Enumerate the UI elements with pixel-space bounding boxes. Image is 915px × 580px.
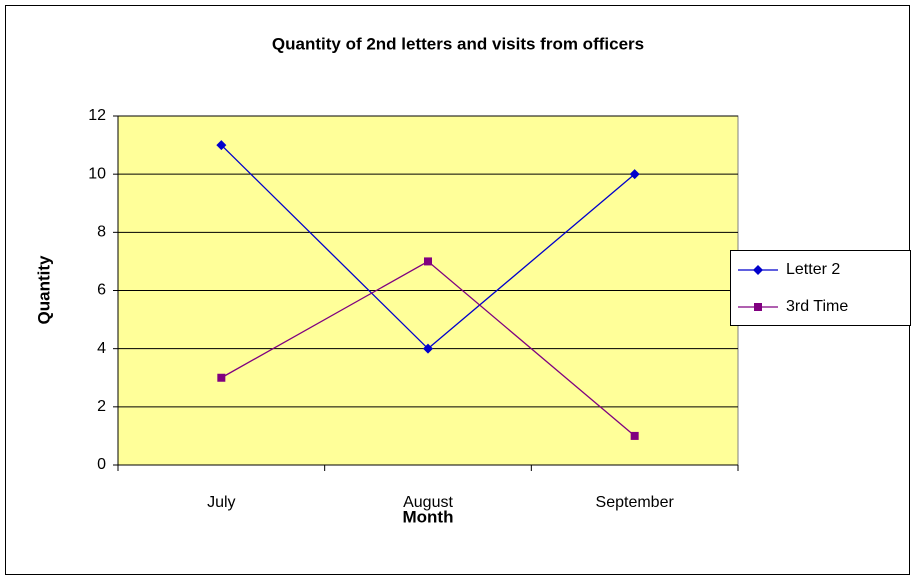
x-tick-label: September (596, 494, 675, 511)
x-axis-label: Month (403, 507, 454, 526)
y-tick-label: 12 (88, 107, 106, 124)
legend-marker (753, 265, 763, 275)
y-tick-label: 8 (97, 224, 106, 241)
data-point (630, 431, 639, 440)
x-tick-label: July (207, 494, 235, 511)
legend-label: Letter 2 (786, 261, 840, 278)
data-point (217, 373, 226, 382)
data-point (424, 257, 432, 266)
y-axis-label: Quantity (34, 255, 53, 324)
data-point (629, 169, 640, 180)
legend-box (730, 250, 911, 326)
y-tick-label: 6 (97, 282, 106, 299)
y-tick-label: 4 (97, 340, 106, 357)
data-point (216, 140, 227, 151)
chart-title: Quantity of 2nd letters and visits from … (272, 34, 644, 53)
data-point (423, 343, 433, 354)
y-tick-label: 10 (88, 165, 106, 182)
y-tick-label: 0 (97, 456, 106, 473)
legend-marker (754, 303, 762, 311)
y-tick-label: 2 (97, 398, 106, 415)
x-tick-label: August (403, 494, 453, 511)
legend-label: 3rd Time (786, 298, 848, 315)
